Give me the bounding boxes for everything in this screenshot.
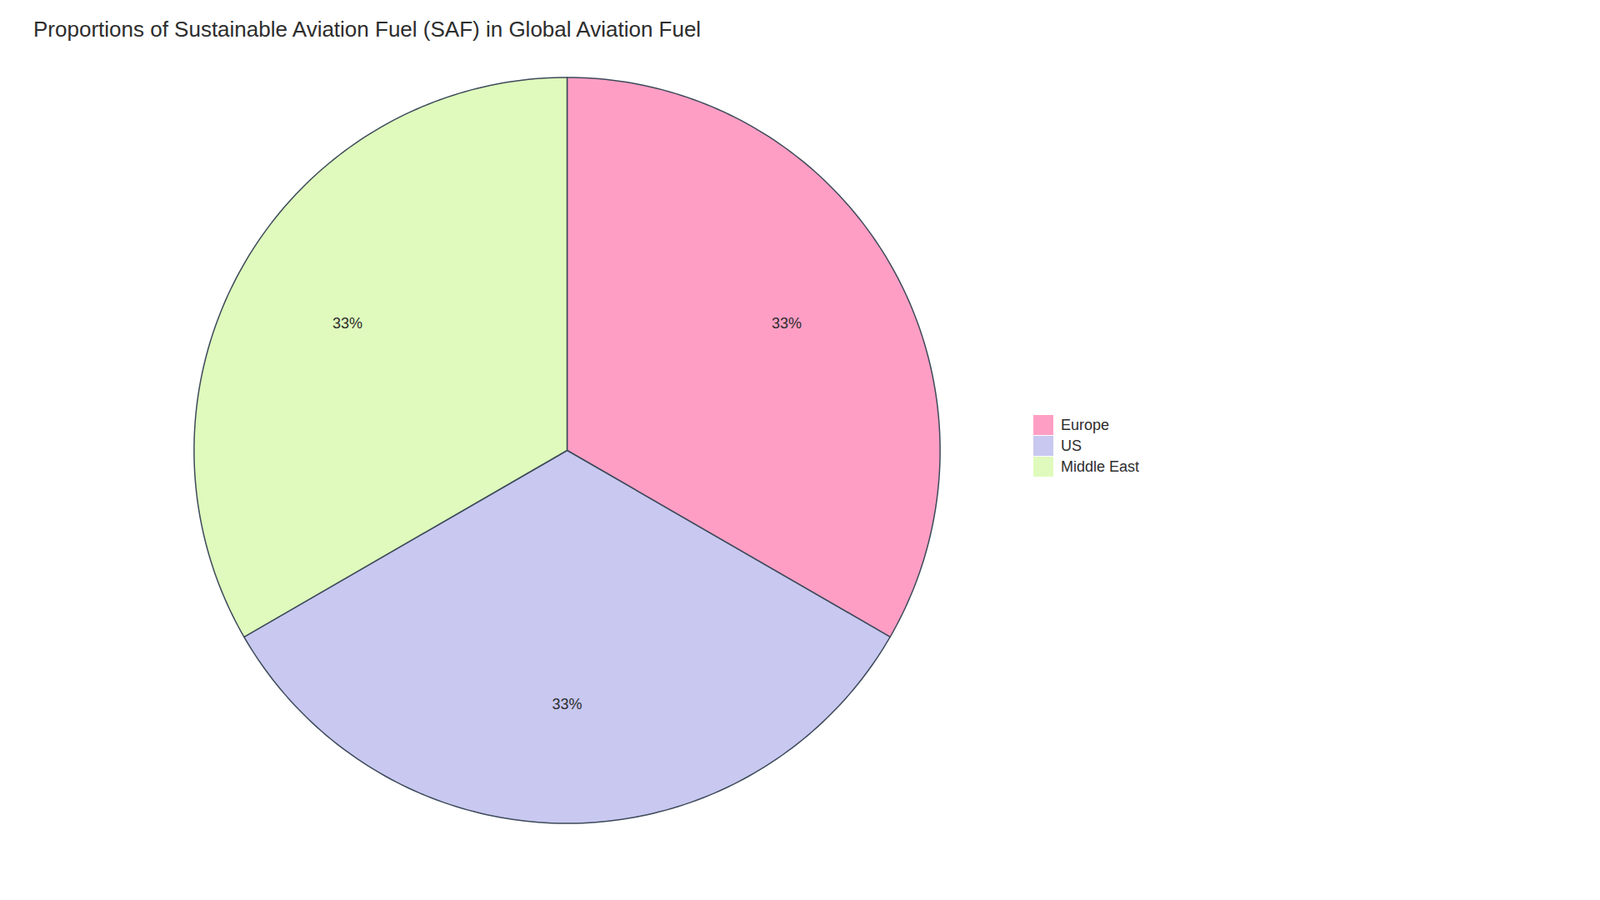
svg-text:33%: 33% — [551, 695, 582, 713]
svg-text:33%: 33% — [332, 315, 363, 332]
html-text:US: US — [1060, 437, 1082, 454]
html-text:Proportions of Sustainable Avi: Proportions of Sustainable Aviation Fuel… — [33, 16, 701, 42]
html-text:Europe: Europe — [1060, 416, 1110, 433]
html-text:Middle East: Middle East — [1060, 457, 1140, 475]
svg-text:33%: 33% — [771, 315, 802, 332]
